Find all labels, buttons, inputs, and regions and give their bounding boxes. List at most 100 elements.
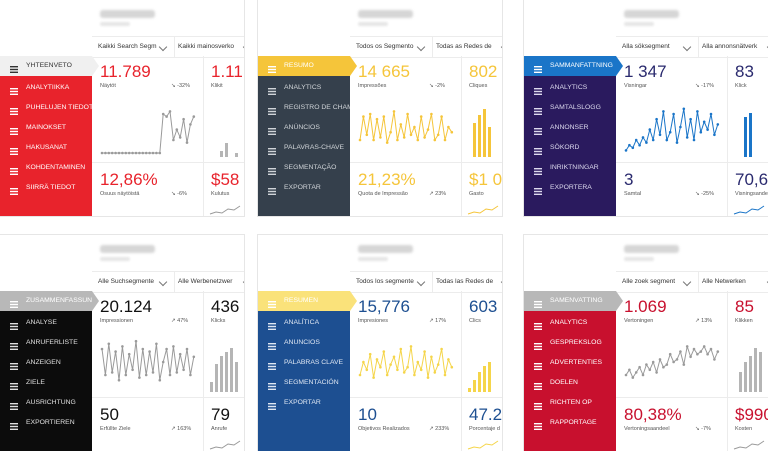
sidebar-item-4[interactable]: PALAVRAS-CHAVE [258, 138, 350, 158]
sidebar-item-0[interactable]: ZUSAMMENFASSUNG [0, 291, 92, 311]
dashboard-panel-fi: Kaikki Search Segm Kaikki mainosverko YHTE… [0, 0, 244, 216]
metric-primary-label: Impressões [358, 83, 387, 89]
sparkline-point [107, 342, 111, 346]
sidebar-item-1[interactable]: ANALÍTICA [258, 313, 350, 333]
sidebar-item-5[interactable]: SEGMENTAÇÃO [258, 158, 350, 178]
sidebar-item-2[interactable]: GESPREKSLOG [524, 333, 616, 353]
sparkline-point [192, 115, 196, 118]
filter-bar: Todos los segmente Todas las Redes de [350, 271, 502, 293]
sidebar-item-5[interactable]: AUSRICHTUNG [0, 393, 92, 413]
sidebar-item-4[interactable]: HAKUSANAT [0, 138, 92, 158]
filter-label: Kaikki mainosverko [178, 43, 234, 50]
sparkline-point [706, 128, 709, 131]
sidebar-item-3[interactable]: MAINOKSET [0, 118, 92, 138]
divider [203, 291, 204, 451]
sidebar-item-1[interactable]: ANALYTICS [524, 313, 616, 333]
sidebar-item-2[interactable]: REGISTRO DE CHAMADAS [258, 98, 350, 118]
segment-filter-dropdown[interactable]: Alle zoek segment [616, 272, 699, 292]
sparkline-point [375, 117, 379, 121]
sparkline-point [709, 112, 713, 116]
sidebar-item-3[interactable]: PALABRAS CLAVE [258, 353, 350, 373]
sidebar-item-0[interactable]: RESUMO [258, 56, 350, 76]
sparkline-point [175, 128, 179, 131]
menu-icon [534, 339, 542, 350]
sparkline-point [158, 151, 162, 155]
sidebar-item-3[interactable]: ANNONSER [524, 118, 616, 138]
sidebar-item-4[interactable]: DOELEN [524, 373, 616, 393]
sidebar-item-1[interactable]: ANALYTIIKKA [0, 78, 92, 98]
sidebar-item-1[interactable]: ANALYSE [0, 313, 92, 333]
sidebar-item-label: KOHDENTAMINEN [26, 164, 86, 171]
sparkline-point [104, 373, 107, 377]
sparkline-point [440, 347, 443, 351]
filter-label: Alle Suchsegmente [98, 278, 155, 285]
sidebar-item-1[interactable]: ANALYTICS [524, 78, 616, 98]
account-header [350, 0, 502, 36]
sidebar-item-0[interactable]: SAMMANFATTNING [524, 56, 616, 76]
sidebar-item-4[interactable]: SÖKORD [524, 138, 616, 158]
segment-filter-dropdown[interactable]: Alle Suchsegmente [92, 272, 175, 292]
sidebar-item-label: RAPPORTAGE [550, 419, 597, 426]
sidebar-item-2[interactable]: SAMTALSLOGG [524, 98, 616, 118]
sidebar-item-0[interactable]: RESUMEN [258, 291, 350, 311]
sidebar-item-4[interactable]: ZIELE [0, 373, 92, 393]
network-filter-dropdown[interactable]: Todas las Redes de [430, 272, 502, 292]
segment-filter-dropdown[interactable]: Todos os Segmento [350, 37, 433, 57]
sidebar-item-0[interactable]: SAMENVATTING [524, 291, 616, 311]
sidebar-item-6[interactable]: SIIRRÄ TIEDOT [0, 178, 92, 198]
menu-icon [268, 104, 276, 115]
metric-quaternary-label: Porcentaje d [469, 426, 500, 432]
segment-filter-dropdown[interactable]: Alla söksegment [616, 37, 699, 57]
sidebar-item-3[interactable]: ANÚNCIOS [258, 118, 350, 138]
secondary-trend-chart [209, 440, 241, 450]
menu-icon [534, 84, 542, 95]
sidebar-item-2[interactable]: ANUNCIOS [258, 333, 350, 353]
sidebar-item-1[interactable]: ANALYTICS [258, 78, 350, 98]
bar [210, 382, 213, 392]
metric-primary-value: 1 347 [624, 62, 667, 81]
sidebar-item-2[interactable]: ANRUFERLISTE [0, 333, 92, 353]
sparkline-point [158, 378, 162, 382]
sidebar-item-0[interactable]: YHTEENVETO [0, 56, 92, 76]
sidebar-item-3[interactable]: ADVERTENTIES [524, 353, 616, 373]
menu-icon [268, 359, 276, 370]
sparkline-point [447, 358, 450, 361]
segment-filter-dropdown[interactable]: Kaikki Search Segm [92, 37, 175, 57]
bar [739, 372, 742, 392]
secondary-trend-chart [467, 440, 499, 450]
sidebar-item-4[interactable]: SEGMENTACIÓN [258, 373, 350, 393]
sparkline-path [209, 440, 241, 450]
metric-quaternary-label: Kosten [735, 426, 753, 432]
sparkline-point [685, 136, 689, 139]
sidebar-item-2[interactable]: PUHELUJEN TIEDOT [0, 98, 92, 118]
sidebar-item-label: SIIRRÄ TIEDOT [26, 184, 76, 191]
sidebar-item-5[interactable]: EXPORTAR [258, 393, 350, 413]
network-filter-dropdown[interactable]: Alle Netwerken [696, 272, 768, 292]
sparkline-point [127, 151, 131, 155]
network-filter-dropdown[interactable]: Todas as Redes de [430, 37, 502, 57]
sidebar-item-5[interactable]: RICHTEN OP [524, 393, 616, 413]
sidebar-item-5[interactable]: KOHDENTAMINEN [0, 158, 92, 178]
sparkline-point [713, 358, 716, 361]
network-filter-dropdown[interactable]: Alle Werbenetzwer [172, 272, 244, 292]
sparkline-point [716, 123, 720, 126]
sidebar-item-6[interactable]: EXPORTIEREN [0, 413, 92, 433]
sidebar-item-6[interactable]: RAPPORTAGE [524, 413, 616, 433]
account-id-redacted [624, 22, 654, 26]
sidebar-item-6[interactable]: EXPORTAR [258, 178, 350, 198]
sidebar-item-3[interactable]: ANZEIGEN [0, 353, 92, 373]
sidebar-item-6[interactable]: EXPORTERA [524, 178, 616, 198]
sparkline-point [104, 151, 107, 155]
segment-filter-dropdown[interactable]: Todos los segmente [350, 272, 433, 292]
bar [488, 362, 491, 392]
menu-icon [268, 164, 276, 175]
network-filter-dropdown[interactable]: Kaikki mainosverko [172, 37, 244, 57]
metric-primary-value: 1.069 [624, 297, 667, 316]
sparkline-point [402, 136, 406, 139]
chevron-down-icon [682, 277, 692, 287]
sparkline-point [131, 368, 134, 372]
sparkline-point [382, 115, 386, 118]
network-filter-dropdown[interactable]: Alla annonsnätverk [696, 37, 768, 57]
sidebar-item-5[interactable]: INRIKTNINGAR [524, 158, 616, 178]
sparkline-point [450, 365, 454, 369]
